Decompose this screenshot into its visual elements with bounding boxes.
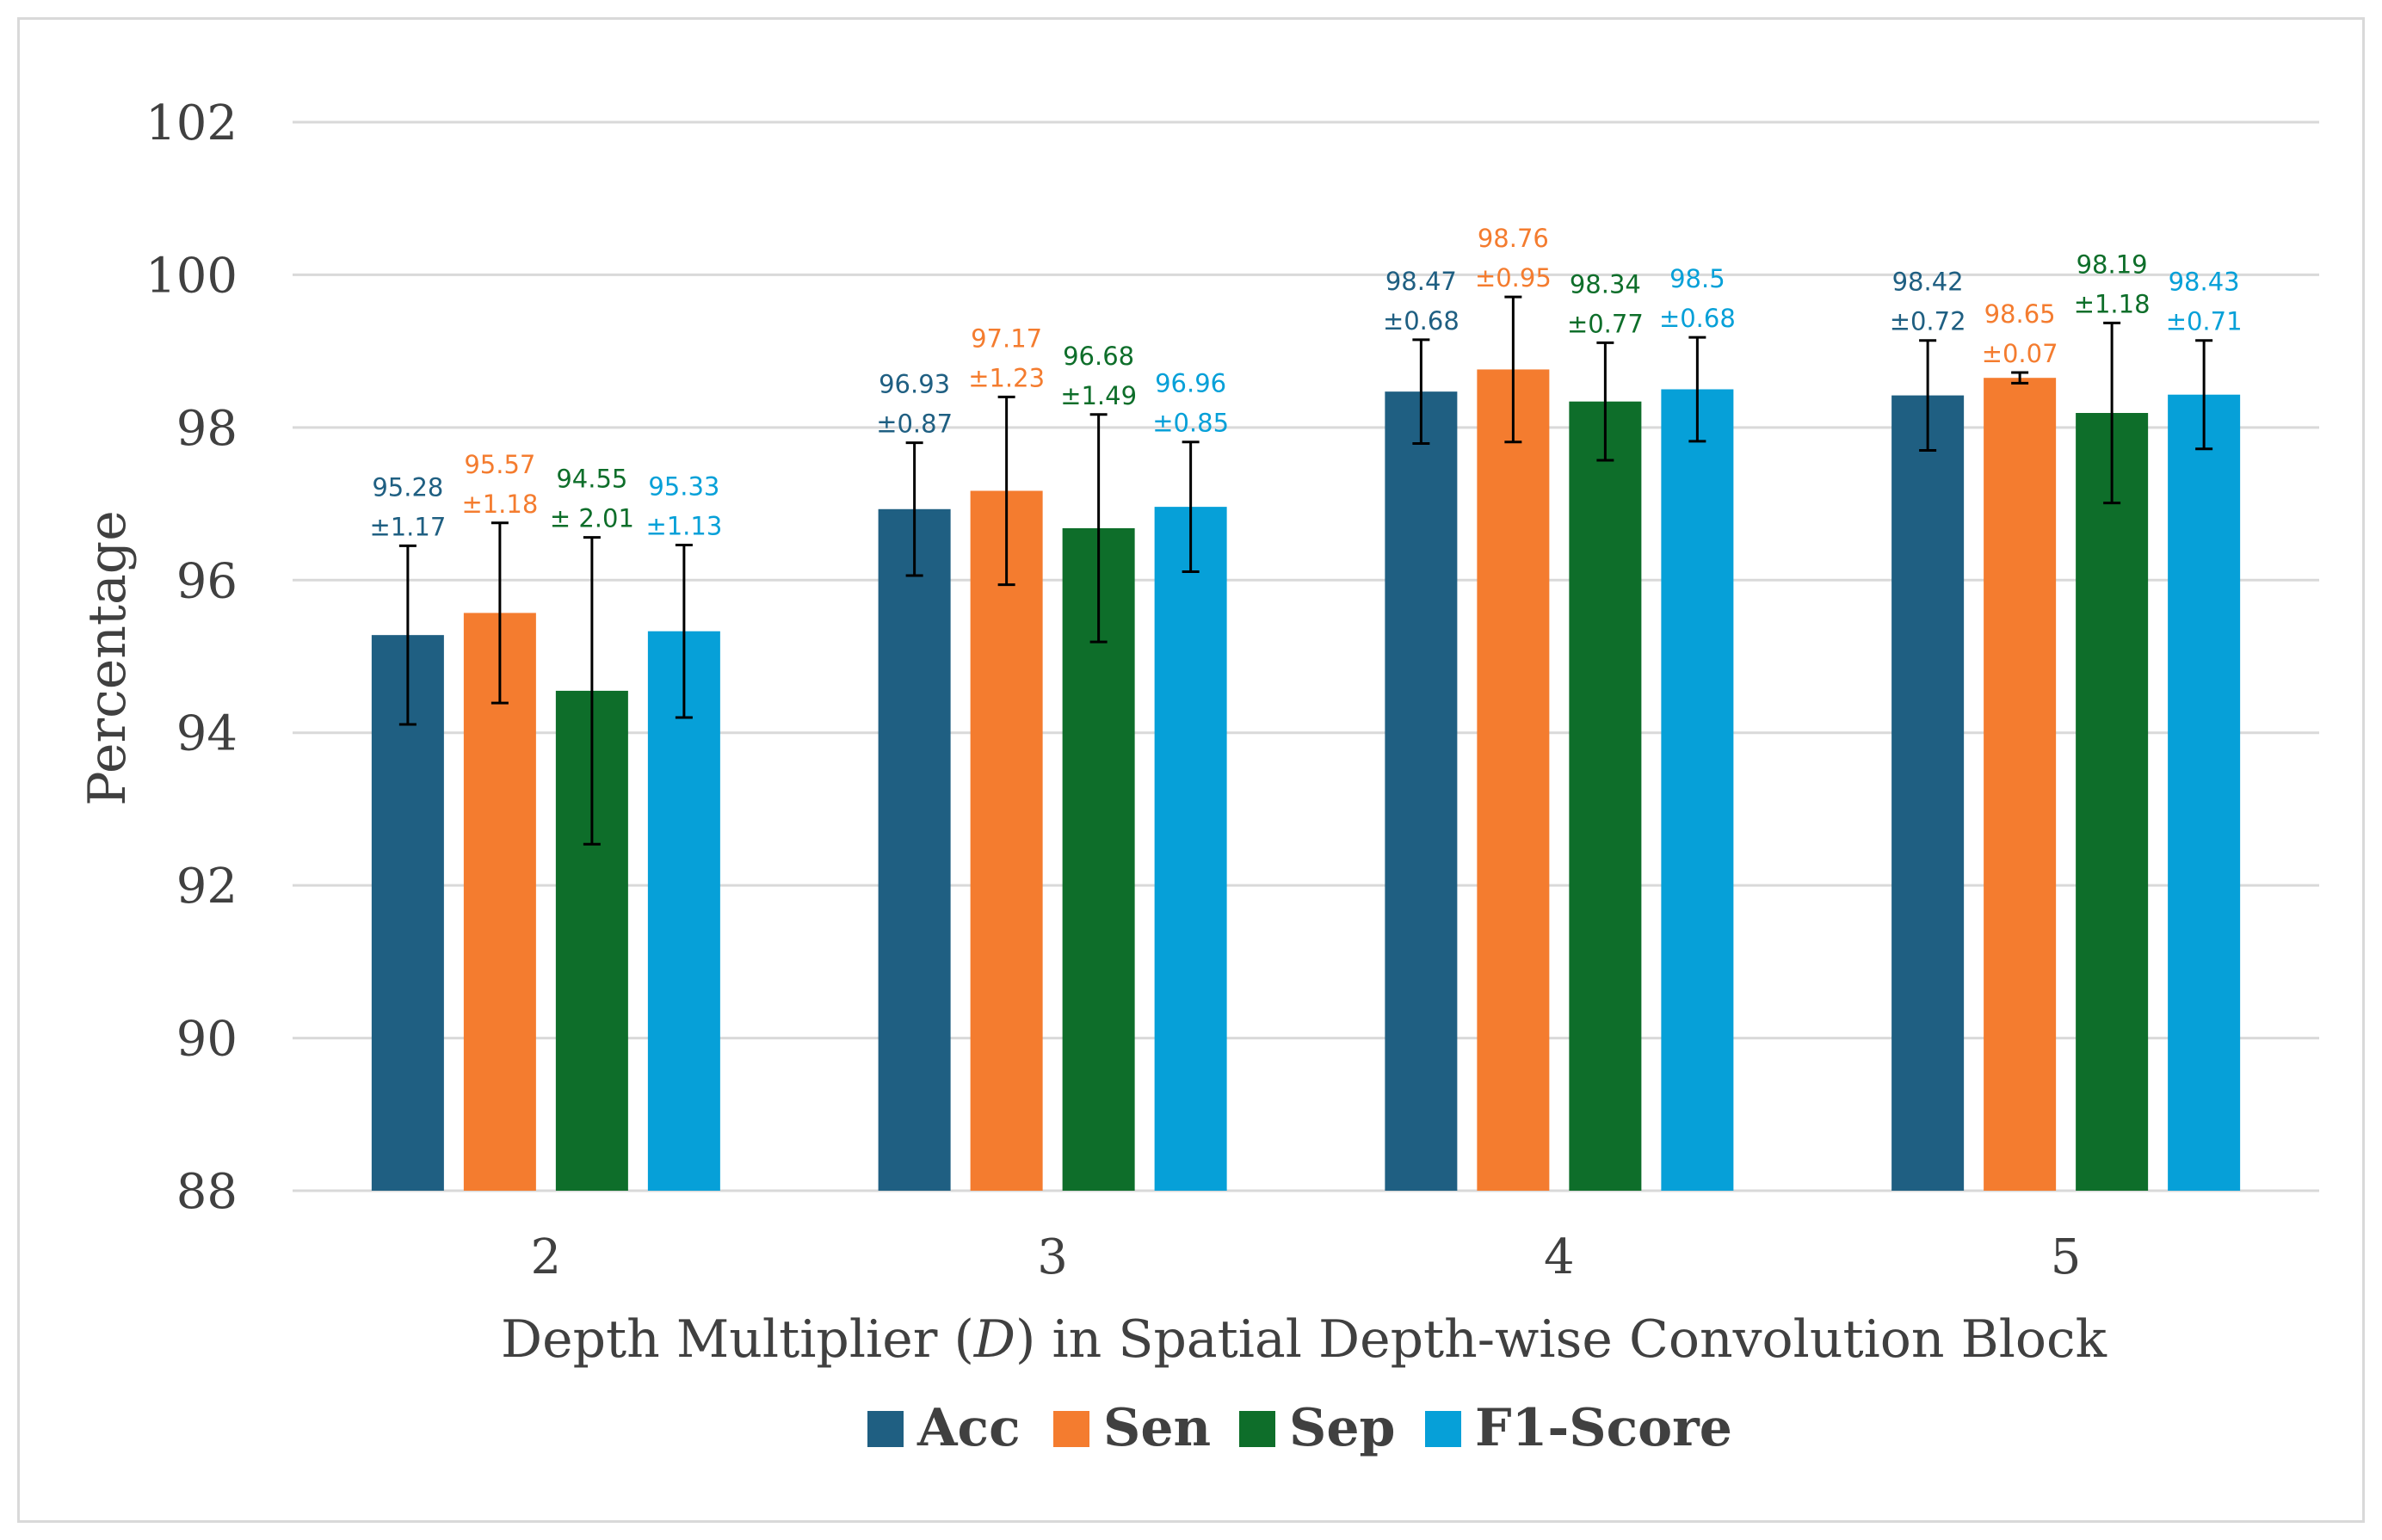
x-axis-title-part-1: Depth Multiplier ( xyxy=(501,1309,974,1370)
legend: Acc Sen Sep F1-Score xyxy=(867,1398,1732,1458)
x-axis-title-variable: D xyxy=(973,1309,1015,1370)
data-label-error-sen-3: ±1.23 xyxy=(968,363,1045,392)
bar-acc-4 xyxy=(1385,391,1458,1191)
legend-swatch-acc xyxy=(867,1411,904,1447)
x-tick-label-3: 3 xyxy=(1037,1229,1068,1285)
y-tick-label-92: 92 xyxy=(176,859,238,915)
y-tick-label-90: 90 xyxy=(176,1012,238,1068)
x-axis-title: Depth Multiplier (D) in Spatial Depth-wi… xyxy=(501,1309,2107,1370)
bar-acc-3 xyxy=(878,508,951,1191)
x-tick-label-4: 4 xyxy=(1544,1229,1575,1285)
data-label-value-f1-score-4: 98.5 xyxy=(1669,264,1725,293)
bar-acc-2 xyxy=(371,635,444,1191)
bar-sen-3 xyxy=(970,490,1043,1191)
data-label-error-sen-4: ±0.95 xyxy=(1475,263,1552,293)
bars xyxy=(371,369,2241,1192)
data-label-value-sep-4: 98.34 xyxy=(1570,269,1641,299)
data-label-error-f1-score-3: ±0.85 xyxy=(1152,409,1229,438)
legend-label-sep: Sep xyxy=(1289,1398,1395,1458)
bar-sep-5 xyxy=(2076,413,2149,1191)
data-label-value-f1-score-3: 96.96 xyxy=(1155,369,1226,398)
data-label-value-f1-score-2: 95.33 xyxy=(648,471,719,501)
data-label-error-acc-3: ±0.87 xyxy=(876,410,953,439)
data-label-value-f1-score-5: 98.43 xyxy=(2169,268,2240,297)
y-tick-label-102: 102 xyxy=(145,95,238,151)
y-tick-label-98: 98 xyxy=(176,401,238,457)
legend-label-acc: Acc xyxy=(916,1398,1021,1458)
data-label-value-acc-4: 98.47 xyxy=(1385,267,1457,296)
data-label-error-acc-2: ±1.17 xyxy=(369,512,446,541)
y-tick-label-94: 94 xyxy=(176,706,238,762)
bar-sen-4 xyxy=(1477,369,1550,1191)
gridlines xyxy=(293,120,2319,1192)
bar-acc-5 xyxy=(1891,395,1965,1191)
error-bars xyxy=(398,295,2213,846)
data-label-error-acc-4: ±0.68 xyxy=(1383,306,1459,336)
legend-label-sen: Sen xyxy=(1103,1398,1211,1458)
x-axis-tick-labels: 2 3 4 5 xyxy=(531,1229,2082,1285)
data-label-error-sen-2: ±1.18 xyxy=(461,490,538,519)
bar-f1-score-2 xyxy=(647,631,720,1191)
data-label-error-sep-5: ±1.18 xyxy=(2074,289,2151,318)
data-label-value-sen-3: 97.17 xyxy=(971,323,1042,353)
data-label-value-sen-5: 98.65 xyxy=(1984,299,2056,329)
legend-swatch-f1-score xyxy=(1425,1411,1461,1447)
bar-sen-2 xyxy=(463,613,536,1191)
data-label-value-sep-2: 94.55 xyxy=(556,465,627,494)
data-label-error-sep-3: ±1.49 xyxy=(1060,381,1137,410)
data-label-error-acc-5: ±0.72 xyxy=(1890,307,1966,336)
data-label-error-f1-score-2: ±1.13 xyxy=(645,511,722,540)
data-label-value-acc-2: 95.28 xyxy=(372,472,443,502)
y-tick-label-96: 96 xyxy=(176,553,238,609)
data-label-value-sen-2: 95.57 xyxy=(464,450,535,479)
bar-f1-score-4 xyxy=(1661,389,1734,1191)
y-axis-tick-labels: 88 90 92 94 96 98 100 102 xyxy=(145,95,238,1220)
x-tick-label-5: 5 xyxy=(2051,1229,2082,1285)
y-axis-title: Percentage xyxy=(77,510,138,805)
y-tick-label-100: 100 xyxy=(145,248,238,304)
x-tick-label-2: 2 xyxy=(531,1229,562,1285)
bar-f1-score-3 xyxy=(1154,507,1227,1191)
data-label-value-sep-3: 96.68 xyxy=(1063,342,1134,371)
legend-swatch-sep xyxy=(1239,1411,1275,1447)
data-label-error-sep-4: ±0.77 xyxy=(1567,309,1644,338)
bar-sen-5 xyxy=(1984,378,2057,1191)
data-label-error-f1-score-4: ±0.68 xyxy=(1659,304,1736,333)
data-label-value-acc-3: 96.93 xyxy=(879,370,950,399)
data-label-value-sen-4: 98.76 xyxy=(1478,224,1549,253)
data-labels: 95.28 ±1.17 95.57 ±1.18 94.55 ± 2.01 95.33 ±1.1… xyxy=(369,224,2242,541)
data-label-value-acc-5: 98.42 xyxy=(1892,268,1964,297)
data-label-error-sep-2: ± 2.01 xyxy=(550,504,634,533)
legend-label-f1-score: F1-Score xyxy=(1475,1398,1732,1458)
bar-f1-score-5 xyxy=(2168,394,2241,1192)
legend-swatch-sen xyxy=(1053,1411,1089,1447)
x-axis-title-part-2: ) in Spatial Depth-wise Convolution Bloc… xyxy=(1015,1309,2107,1370)
data-label-error-f1-score-5: ±0.71 xyxy=(2166,307,2243,336)
data-label-error-sen-5: ±0.07 xyxy=(1982,339,2058,368)
data-label-value-sep-5: 98.19 xyxy=(2077,249,2148,279)
bar-sep-4 xyxy=(1569,401,1642,1191)
y-tick-label-88: 88 xyxy=(176,1164,238,1220)
